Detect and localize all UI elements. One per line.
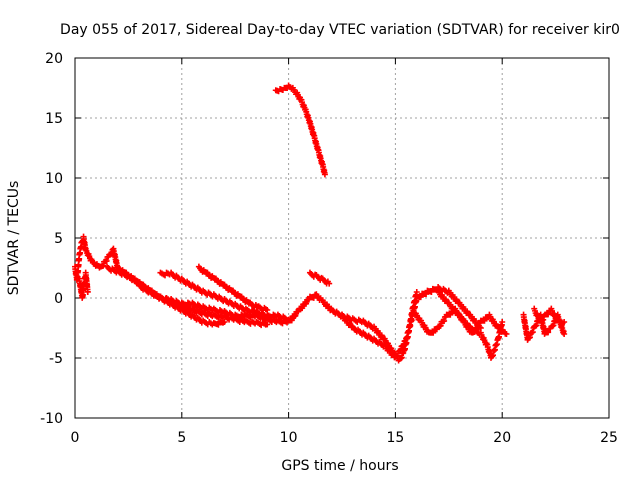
- y-tick-label: 15: [45, 111, 63, 127]
- data-point-markers: [157, 269, 292, 324]
- x-tick-label: 5: [177, 430, 186, 446]
- y-tick-label: 20: [45, 51, 63, 67]
- data-point-markers: [136, 281, 271, 329]
- data-point-markers: [272, 82, 328, 178]
- y-tick-labels: -10 -5 0 5 10 15 20: [40, 51, 63, 427]
- axis-ticks: [74, 57, 610, 419]
- x-axis-label: GPS time / hours: [281, 458, 398, 474]
- y-tick-label: 5: [54, 231, 63, 247]
- x-tick-label: 10: [280, 430, 298, 446]
- x-tick-label: 20: [493, 430, 511, 446]
- data-points: [72, 82, 568, 364]
- series-arc-2: [76, 269, 91, 301]
- grid-lines: [75, 58, 609, 418]
- x-tick-label: 15: [386, 430, 404, 446]
- series-arc-5: [195, 263, 271, 314]
- x-tick-label: 25: [600, 430, 618, 446]
- y-tick-label: -10: [40, 411, 63, 427]
- series-arc-7: [272, 82, 328, 178]
- data-point-markers: [306, 269, 333, 287]
- y-tick-label: 0: [54, 291, 63, 307]
- y-tick-label: 10: [45, 171, 63, 187]
- data-point-markers: [76, 269, 91, 301]
- x-tick-labels: 0 5 10 15 20 25: [71, 430, 618, 446]
- data-point-markers: [435, 287, 506, 361]
- chart-title: Day 055 of 2017, Sidereal Day-to-day VTE…: [60, 22, 620, 38]
- series-arc-12: [435, 287, 506, 361]
- series-arc-6: [136, 281, 271, 329]
- data-point-markers: [195, 263, 271, 314]
- series-arc-9: [306, 269, 333, 287]
- y-tick-label: -5: [49, 351, 63, 367]
- series-arc-14: [531, 305, 568, 327]
- series-arc-4: [157, 269, 292, 324]
- x-tick-label: 0: [71, 430, 80, 446]
- y-axis-label: SDTVAR / TECUs: [6, 181, 22, 296]
- data-point-markers: [531, 305, 568, 327]
